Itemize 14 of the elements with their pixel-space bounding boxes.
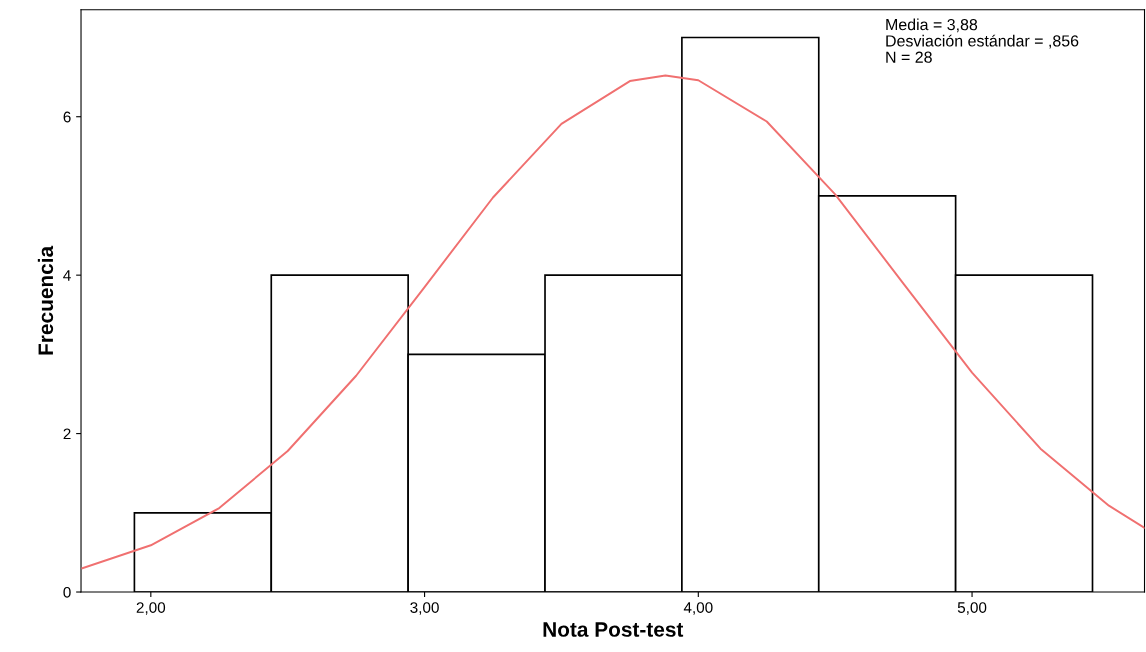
x-tick-label: 2,00 bbox=[136, 602, 166, 615]
x-tick-label: 5,00 bbox=[957, 602, 987, 615]
annotation: N = 28 bbox=[886, 51, 932, 63]
y-axis-title: Frecuencia bbox=[37, 245, 54, 355]
annotation: Desviación estándar = ,856 bbox=[886, 34, 1079, 49]
line-series bbox=[81, 74, 1145, 570]
x-axis-title: Nota Post-test bbox=[543, 622, 684, 637]
annotation: Media = 3,88 bbox=[886, 18, 978, 33]
y-tick-label: 0 bbox=[63, 586, 71, 598]
x-tick-label: 4,00 bbox=[683, 602, 713, 615]
x-tick-label: 3,00 bbox=[410, 602, 439, 615]
y-tick-label: 2 bbox=[63, 428, 71, 440]
y-tick-label: 4 bbox=[63, 270, 71, 281]
y-tick-label: 6 bbox=[63, 111, 71, 123]
